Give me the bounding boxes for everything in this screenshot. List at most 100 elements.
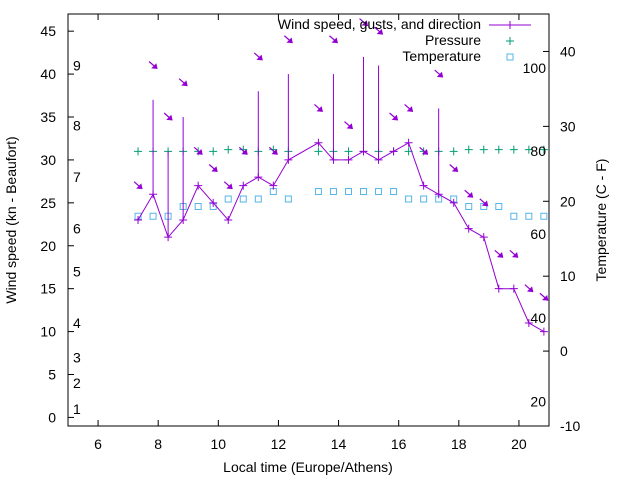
temperature-point — [239, 195, 247, 203]
pressure-point — [344, 147, 353, 156]
beaufort-label: 3 — [73, 349, 81, 365]
x-tick-label: 20 — [511, 436, 527, 452]
wind-speed-point — [434, 190, 443, 199]
y2-tick-label: 20 — [560, 193, 576, 209]
temperature-point — [284, 195, 292, 203]
y-tick-label: 40 — [40, 66, 56, 82]
beaufort-label: 4 — [73, 315, 81, 331]
direction-arrow-head — [271, 149, 278, 155]
temperature-point — [525, 212, 533, 220]
temperature-point — [314, 188, 322, 196]
y2-tick-label: 0 — [560, 343, 568, 359]
direction-arrow-head — [451, 166, 459, 172]
y-tick-label: 25 — [40, 195, 56, 211]
wind-speed-point — [209, 198, 218, 207]
pressure-point — [224, 145, 233, 154]
beaufort-label: 5 — [73, 264, 81, 280]
direction-arrow-head — [346, 123, 353, 130]
temperature-point — [420, 195, 428, 203]
direction-arrow-head — [421, 149, 429, 155]
pressure-point — [494, 145, 503, 154]
direction-arrow-head — [331, 37, 338, 44]
y-tick-label: 15 — [40, 281, 56, 297]
direction-arrow-head — [286, 37, 293, 44]
wind-speed-point — [254, 173, 263, 182]
y2-tick-label: 40 — [560, 43, 576, 59]
x-tick-label: 6 — [94, 436, 102, 452]
wind-speed-point — [524, 319, 533, 327]
pressure-point — [209, 147, 218, 156]
wind-speed-point — [134, 216, 143, 224]
plot-frame — [67, 13, 550, 427]
wind-speed-point — [179, 216, 188, 224]
direction-arrow-head — [406, 106, 414, 112]
direction-arrow-head — [436, 71, 444, 78]
y-tick-label: 0 — [48, 409, 56, 425]
y-tick-label: 20 — [40, 238, 56, 254]
y-tick-label: 5 — [48, 367, 56, 383]
legend-wind-marker — [506, 21, 514, 29]
temperature-point — [149, 212, 157, 220]
direction-arrow-head — [481, 200, 489, 207]
legend: Wind speed, gusts, and direction Pressur… — [278, 16, 531, 64]
beaufort-label: 6 — [73, 221, 81, 237]
temperature-point — [375, 188, 383, 196]
direction-arrow-head — [211, 166, 218, 172]
x-tick-label: 18 — [451, 436, 467, 452]
wind-speed-point — [479, 233, 488, 242]
direction-arrow-head — [466, 191, 474, 198]
beaufort-label: 8 — [73, 118, 81, 134]
temperature-point — [344, 188, 352, 196]
direction-arrow-head — [241, 149, 248, 155]
direction-arrow-head — [316, 106, 323, 112]
wind-speed-point — [464, 224, 473, 233]
y2-tick-label: 30 — [560, 118, 576, 134]
beaufort-label: 9 — [73, 58, 81, 74]
x-tick-label: 12 — [271, 436, 287, 452]
direction-arrow-head — [496, 252, 504, 258]
wind-speed-point — [389, 147, 398, 156]
temperature-point — [329, 188, 337, 196]
direction-arrow-head — [376, 28, 384, 35]
y-tick-label: 30 — [40, 152, 56, 168]
pressure-point — [524, 145, 533, 154]
pressure-point — [464, 145, 473, 154]
fahrenheit-label: 60 — [530, 226, 546, 242]
legend-pressure-label: Pressure — [425, 32, 481, 48]
wind-speed-point — [269, 181, 278, 190]
wind-speed-point — [494, 284, 503, 293]
fahrenheit-label: 20 — [530, 393, 546, 409]
x-axis-label: Local time (Europe/Athens) — [223, 459, 393, 475]
pressure-point — [509, 145, 518, 154]
beaufort-label: 7 — [73, 169, 81, 185]
y-tick-label: 35 — [40, 109, 56, 125]
wind-speed-point — [404, 138, 413, 147]
direction-arrow-head — [542, 294, 549, 301]
wind-speed-point — [374, 155, 383, 164]
temperature-point — [254, 195, 262, 203]
direction-arrow-head — [226, 183, 233, 190]
x-tick-label: 14 — [331, 436, 347, 452]
wind-speed-point — [509, 284, 518, 293]
y2-tick-label: -10 — [560, 418, 580, 434]
wind-speed-point — [344, 155, 353, 164]
fahrenheit-label: 100 — [523, 60, 547, 76]
temperature-point — [510, 212, 518, 220]
direction-arrow-head — [361, 20, 369, 27]
wind-speed-point — [359, 147, 368, 156]
wind-speed-point — [419, 181, 428, 190]
fahrenheit-label: 80 — [530, 143, 546, 159]
direction-arrow-head — [166, 114, 173, 121]
wind-speed-point — [329, 155, 338, 164]
pressure-point — [449, 147, 458, 156]
direction-arrow-head — [151, 63, 158, 69]
wind-speed-point — [284, 155, 293, 164]
temperature-point — [540, 212, 548, 220]
pressure-point — [479, 145, 488, 154]
legend-wind-label: Wind speed, gusts, and direction — [278, 16, 481, 32]
y-tick-label: 10 — [40, 324, 56, 340]
wind-speed-point — [314, 138, 323, 147]
temperature-point — [480, 203, 488, 211]
temperature-point — [194, 203, 202, 211]
